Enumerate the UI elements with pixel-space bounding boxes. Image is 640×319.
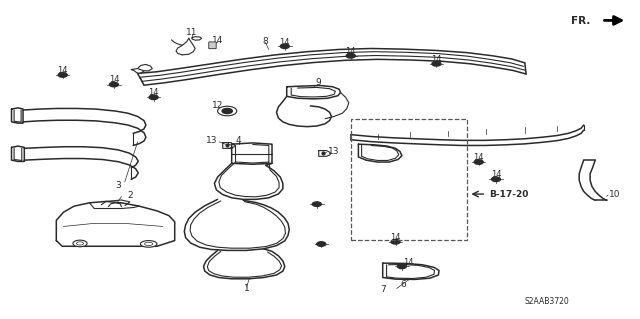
Text: 4: 4 — [236, 137, 241, 145]
Bar — [351, 119, 467, 240]
Circle shape — [109, 82, 118, 87]
Circle shape — [218, 106, 237, 116]
Text: 9: 9 — [316, 78, 321, 87]
Text: 8: 8 — [263, 37, 268, 46]
Text: 14: 14 — [109, 75, 119, 84]
Text: 12: 12 — [212, 101, 223, 110]
Text: 10: 10 — [609, 190, 621, 199]
Circle shape — [222, 108, 232, 114]
Text: 14: 14 — [58, 66, 68, 75]
Circle shape — [346, 54, 355, 58]
Circle shape — [397, 264, 406, 269]
Ellipse shape — [145, 242, 153, 246]
FancyBboxPatch shape — [209, 42, 216, 49]
Text: 1: 1 — [244, 284, 249, 293]
Circle shape — [492, 177, 500, 182]
Text: 14: 14 — [474, 153, 484, 162]
Ellipse shape — [140, 241, 157, 247]
Text: 14: 14 — [491, 170, 501, 179]
Circle shape — [149, 95, 158, 100]
Text: 14: 14 — [390, 233, 401, 242]
Circle shape — [58, 73, 67, 77]
Text: 2: 2 — [127, 191, 132, 200]
Text: 13: 13 — [328, 147, 339, 156]
Text: 14: 14 — [212, 36, 223, 45]
Ellipse shape — [73, 240, 87, 247]
Text: 14: 14 — [148, 88, 159, 97]
Circle shape — [391, 240, 400, 244]
Text: 3: 3 — [116, 181, 121, 189]
Circle shape — [474, 160, 483, 164]
Text: 14: 14 — [346, 47, 356, 56]
Text: 13: 13 — [206, 137, 218, 145]
Text: 7: 7 — [380, 285, 385, 294]
Text: B-17-20: B-17-20 — [490, 189, 529, 198]
Text: 14: 14 — [431, 55, 442, 63]
Text: S2AAB3720: S2AAB3720 — [525, 297, 570, 306]
Circle shape — [317, 242, 326, 246]
Circle shape — [312, 202, 321, 206]
Text: FR.: FR. — [571, 16, 590, 26]
Text: 14: 14 — [403, 258, 413, 267]
Ellipse shape — [76, 242, 84, 245]
Text: 6: 6 — [401, 280, 406, 289]
Text: 5: 5 — [227, 142, 232, 151]
Circle shape — [280, 44, 289, 48]
Text: 11: 11 — [186, 28, 198, 37]
Circle shape — [432, 62, 441, 66]
Text: 14: 14 — [280, 38, 290, 47]
